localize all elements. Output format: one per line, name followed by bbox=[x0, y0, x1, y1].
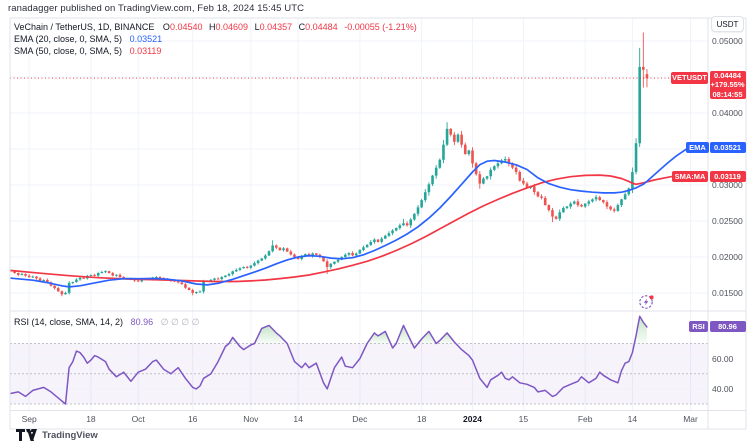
ema-legend-row[interactable]: EMA (20, close, 0, SMA, 5) 0.03521 bbox=[14, 34, 162, 44]
high-value: 0.04609 bbox=[215, 22, 249, 32]
open-key: O bbox=[162, 22, 170, 32]
ema-badge: EMA bbox=[686, 141, 709, 153]
time-tick-label: 16 bbox=[187, 414, 198, 424]
change-value: -0.00055 (-1.21%) bbox=[344, 22, 417, 32]
time-tick-label: Oct bbox=[131, 414, 145, 424]
close-value: 0.04484 bbox=[305, 22, 338, 32]
low-value: 0.04357 bbox=[259, 22, 293, 32]
rsi-legend-row[interactable]: RSI (14, close, SMA, 14, 2) 80.96 ∅ ∅ ∅ … bbox=[14, 317, 199, 328]
high-key: H bbox=[209, 22, 216, 32]
time-tick-label: 18 bbox=[86, 414, 96, 424]
sma-label: SMA (50, close, 0, SMA, 5) bbox=[14, 46, 123, 56]
ema-axis-value: 0.03521 bbox=[713, 142, 742, 152]
change-percent: +179.55% bbox=[710, 80, 745, 90]
currency-toggle-button[interactable]: USDT bbox=[711, 16, 744, 32]
time-tick-label: Sep bbox=[21, 414, 37, 424]
symbol-title: VeChain / TetherUS, 1D, BINANCE bbox=[14, 22, 155, 32]
time-tick-label: Dec bbox=[352, 414, 368, 424]
sma-value-box: 0.03119 bbox=[709, 170, 746, 182]
rsi-tick-label: 60.00 bbox=[712, 353, 734, 364]
time-tick-label: Feb bbox=[577, 414, 593, 424]
time-tick-label: Nov bbox=[243, 414, 259, 424]
attribution-text: ranadagger published on TradingView.com,… bbox=[8, 3, 305, 14]
price-tick-label: 0.03000 bbox=[712, 180, 743, 190]
time-tick-label: 14 bbox=[293, 414, 303, 424]
sma-axis-value: 0.03119 bbox=[714, 171, 741, 181]
symbol-price-badge: VETUSDT bbox=[671, 72, 708, 85]
symbol-price-box: 0.04484 +179.55% 08:14:55 bbox=[709, 71, 746, 100]
price-tick-label: 0.05000 bbox=[712, 36, 743, 46]
tradingview-logo-icon bbox=[16, 429, 37, 441]
rsi-label: RSI (14, close, SMA, 14, 2) bbox=[14, 317, 124, 327]
tradingview-brand-text: TradingView bbox=[42, 429, 98, 441]
time-tick-label: 2024 bbox=[463, 414, 482, 424]
symbol-legend-row[interactable]: VeChain / TetherUS, 1D, BINANCE O0.04540… bbox=[14, 22, 417, 32]
low-key: L bbox=[254, 22, 260, 32]
lightning-bolt-icon bbox=[643, 298, 649, 306]
price-tick-label: 0.01500 bbox=[712, 288, 743, 298]
rsi-hidden-values: ∅ ∅ ∅ ∅ bbox=[160, 317, 200, 327]
close-key: C bbox=[298, 22, 306, 32]
open-value: 0.04540 bbox=[169, 22, 203, 32]
last-price: 0.04484 bbox=[713, 71, 742, 81]
bar-countdown: 08:14:55 bbox=[712, 89, 743, 99]
time-tick-label: 15 bbox=[518, 414, 529, 424]
rsi-value-box: 80.96 bbox=[709, 321, 746, 333]
price-tick-label: 0.04000 bbox=[712, 108, 743, 118]
price-tick-label: 0.02000 bbox=[712, 252, 743, 262]
time-tick-label: 14 bbox=[627, 414, 638, 424]
rsi-value: 80.96 bbox=[130, 317, 154, 327]
time-tick-label: Mar bbox=[683, 414, 698, 424]
ema-value: 0.03521 bbox=[129, 34, 163, 44]
sma-badge: SMA:MA bbox=[672, 170, 708, 182]
price-tick-label: 0.02500 bbox=[712, 216, 743, 226]
ema-value-box: 0.03521 bbox=[709, 141, 746, 153]
sma-value: 0.03119 bbox=[129, 46, 162, 56]
signal-flash-icon[interactable] bbox=[637, 293, 657, 311]
tradingview-footer-link[interactable]: TradingView bbox=[16, 429, 98, 441]
rsi-badge: RSI bbox=[689, 321, 708, 333]
sma-legend-row[interactable]: SMA (50, close, 0, SMA, 5) 0.03119 bbox=[14, 46, 161, 56]
rsi-axis-value: 80.96 bbox=[718, 322, 737, 332]
time-tick-label: 18 bbox=[416, 414, 427, 424]
rsi-tick-label: 40.00 bbox=[712, 383, 734, 394]
notification-dot bbox=[649, 295, 654, 300]
ema-label: EMA (20, close, 0, SMA, 5) bbox=[14, 34, 123, 44]
